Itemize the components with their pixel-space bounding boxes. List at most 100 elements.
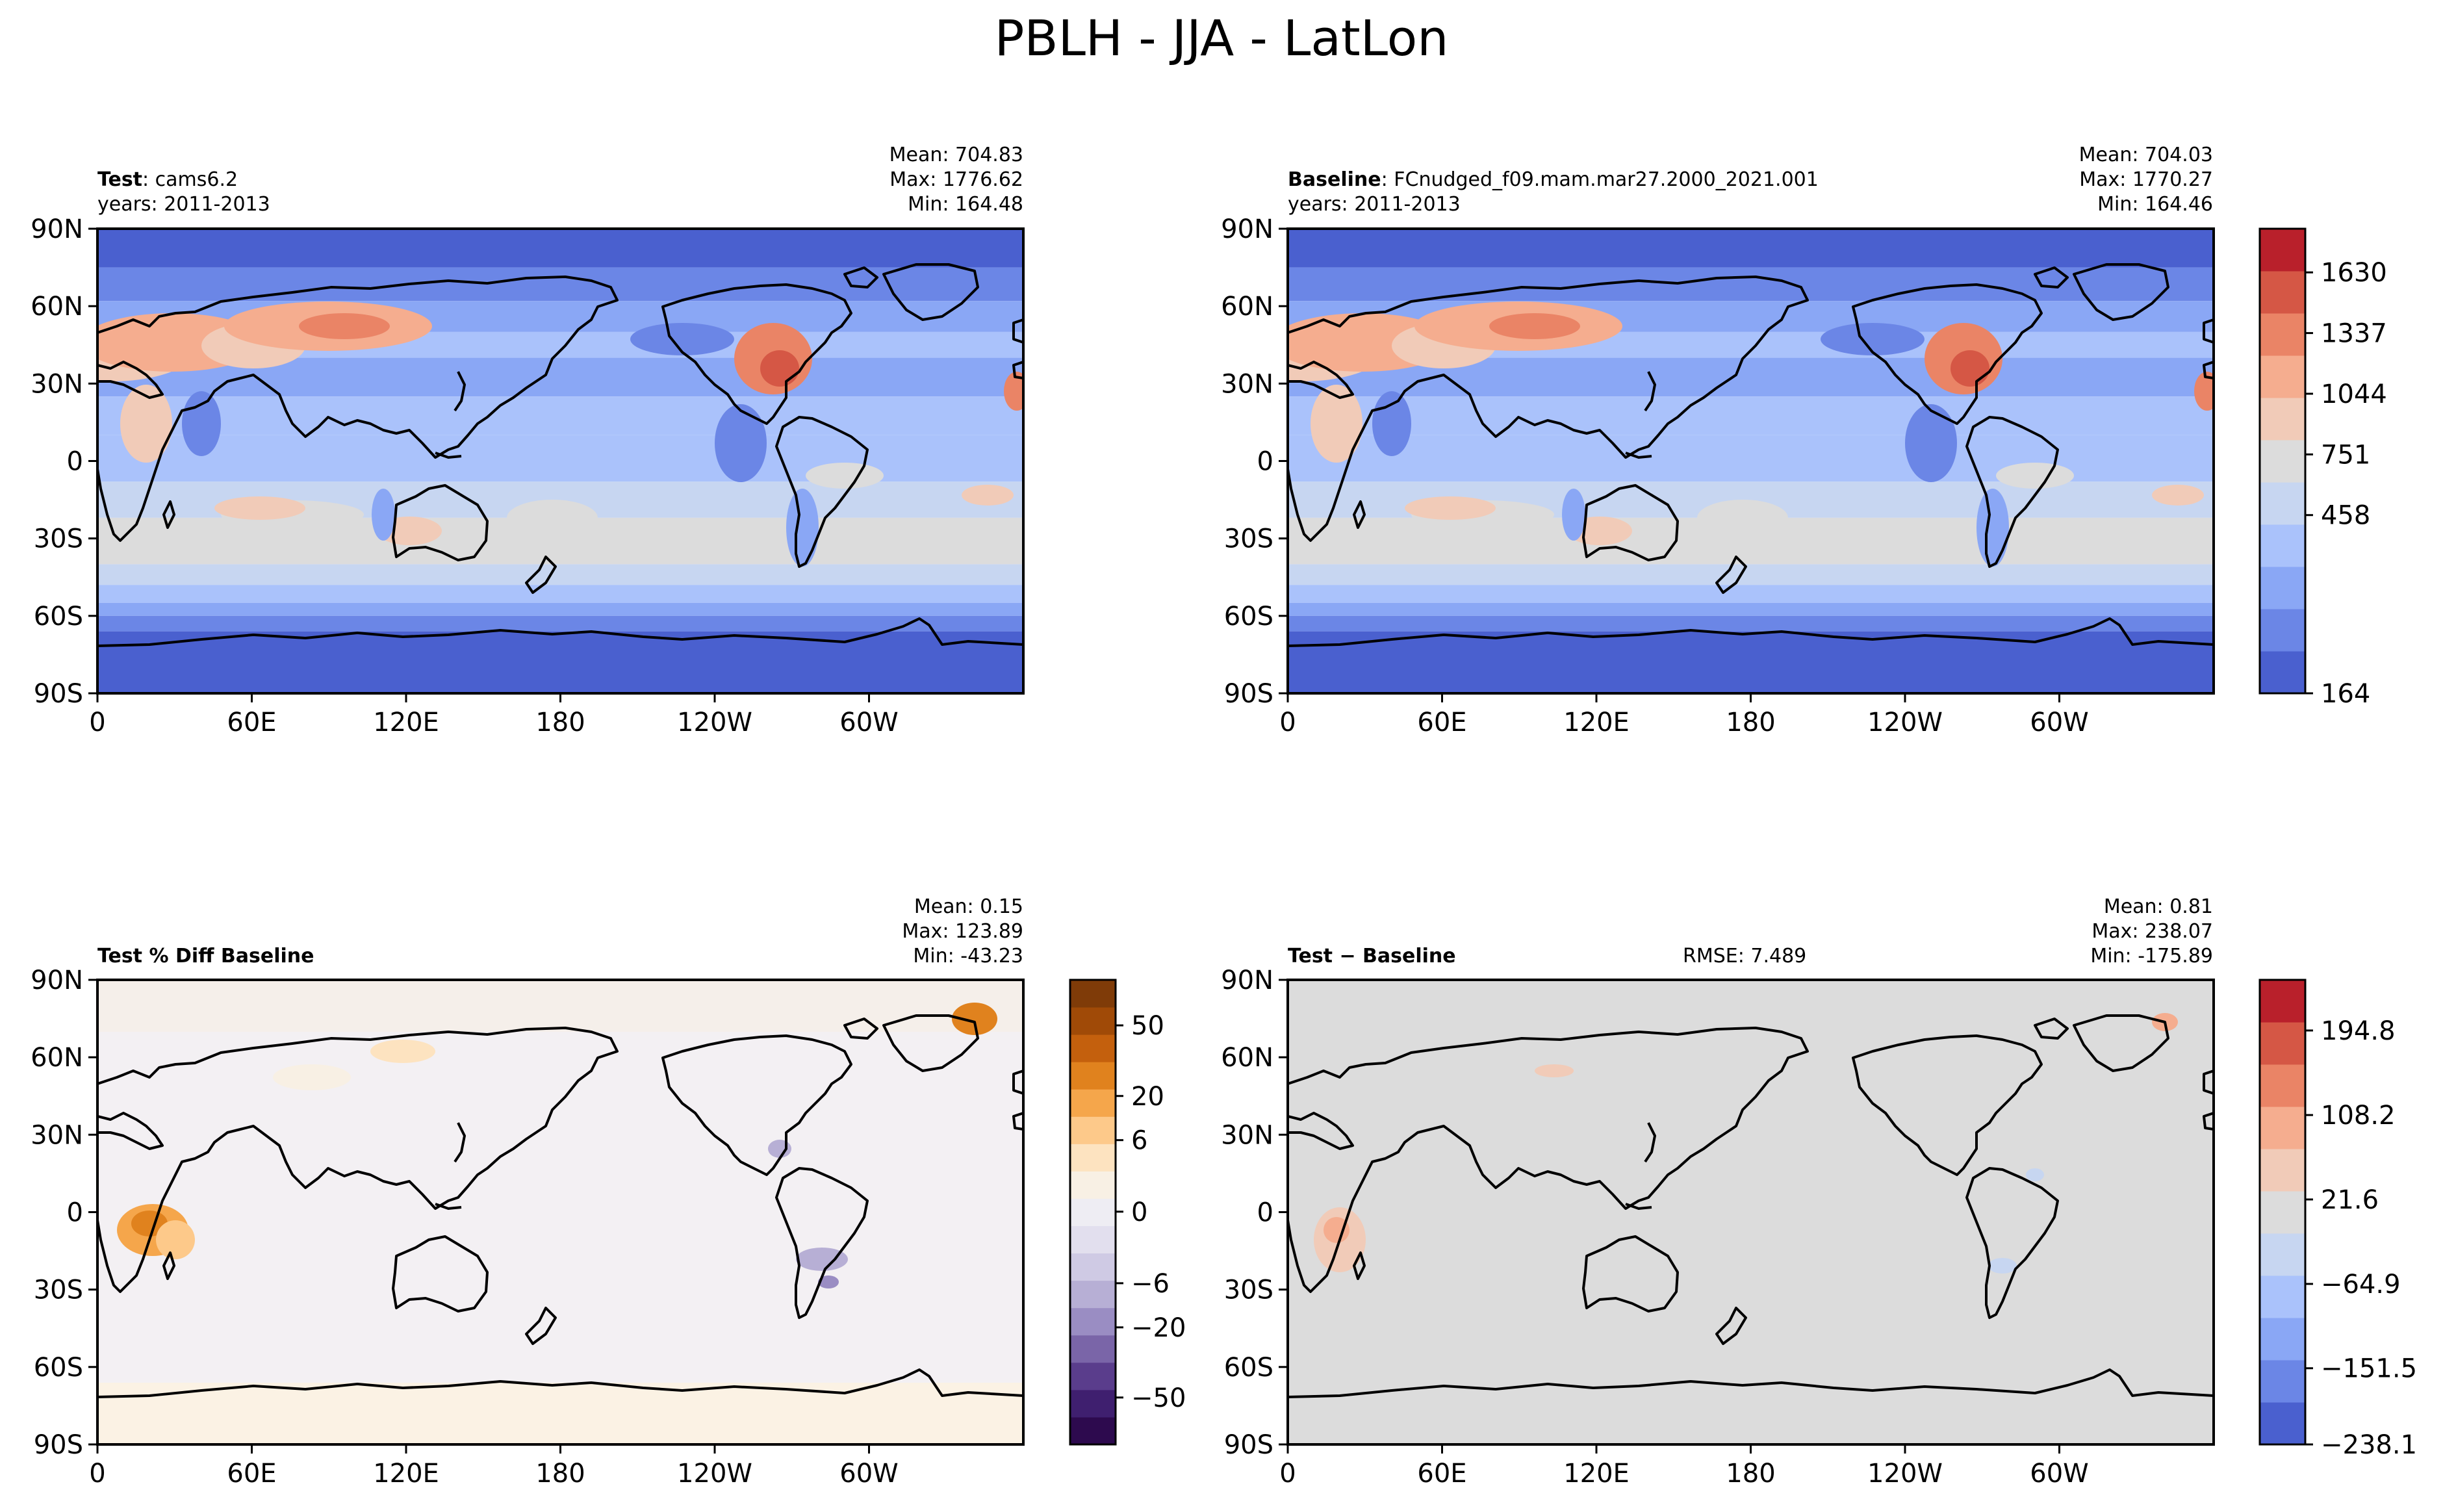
pct_diff-xtick-label: 180 [535,1459,585,1489]
pct_diff-ytick-label: 90N [31,966,83,995]
baseline-colorbar-tick-label: 164 [2321,679,2370,709]
diff-colorbar-tick-label: −238.1 [2321,1430,2417,1460]
diff-max: Max: 238.07 [2091,920,2213,943]
test-blob [507,500,598,536]
test-xtick-label: 0 [89,708,105,737]
diff-xtick-label: 180 [1726,1459,1775,1489]
pctdiff-min: Min: -43.23 [913,945,1023,967]
pctdiff-colorbar-tick-label: 0 [1131,1198,1147,1227]
pctdiff-colorbar-swatch [1070,1089,1116,1117]
test-xtick-label: 120E [373,708,439,737]
test-band [97,615,1023,632]
baseline-band [1288,585,2214,603]
test-blob [1004,372,1023,411]
diff-colorbar-swatch [2260,980,2305,1023]
test-band [97,396,1023,435]
baseline-colorbar-tick-label: 1630 [2321,258,2387,288]
baseline-ytick-label: 90S [1224,679,1273,709]
test-panel-years: years: 2011-2013 [97,193,270,216]
baseline-colorbar-frame [2258,227,2307,695]
pct_diff-blob [796,1248,848,1271]
baseline-colorbar-swatch [2260,229,2305,272]
baseline-colorbar-swatch [2260,482,2305,525]
test-band [97,602,1023,616]
test-blob [214,496,305,520]
test-xtick-label: 120W [677,708,752,737]
pctdiff-colorbar-swatch [1070,980,1116,1008]
test-xtick-label: 60E [227,708,276,737]
diff-colorbar-swatch [2260,1064,2305,1107]
pctdiff-colorbar-swatch [1070,1335,1116,1363]
test-min: Min: 164.48 [908,193,1023,216]
diff-panel-stats: Mean: 0.81 Max: 238.07 Min: -175.89 [2090,895,2213,969]
pctdiff-colorbar-tick-label: −6 [1131,1269,1170,1299]
diff-ytick-label: 0 [1257,1198,1273,1228]
test-band [97,564,1023,585]
diff-colorbar-swatch [2260,1191,2305,1234]
diff-colorbar-swatch [2260,1360,2305,1403]
pct_diff-blob [131,1211,168,1237]
pctdiff-colorbar-tick-label: −20 [1131,1313,1186,1343]
baseline-xtick-label: 0 [1279,708,1296,737]
baseline-colorbar-tick-label: 458 [2321,501,2370,531]
diff-xtick-label: 0 [1279,1459,1296,1489]
baseline-cold [1821,323,1925,355]
diff-xtick-label: 60E [1417,1459,1466,1489]
diff-colorbar-swatch [2260,1233,2305,1276]
diff-blob [2026,1168,2044,1181]
diff-ytick-label: 30S [1224,1275,1273,1305]
baseline-colorbar-tick-label: 751 [2321,440,2370,470]
test-blob [299,313,390,339]
pct_diff-blob [952,1003,997,1035]
diff-xtick-label: 120W [1867,1459,1943,1489]
baseline-blob [1697,500,1788,536]
baseline-min: Min: 164.46 [2097,193,2213,216]
baseline-blob [1489,313,1580,339]
pctdiff-colorbar-swatch [1070,1362,1116,1390]
pctdiff-colorbar-swatch [1070,1280,1116,1309]
test-cold [630,323,734,355]
pct_diff-field [97,980,1023,1444]
test-xtick-label: 180 [535,708,585,737]
baseline-cold [1562,489,1585,541]
pctdiff-colorbar-swatch [1070,1144,1116,1172]
baseline-blob [1405,496,1496,520]
test-ytick-label: 60S [34,602,83,632]
test-band [97,631,1023,693]
pctdiff-colorbar-swatch [1070,1307,1116,1336]
diff-colorbar-swatch [2260,1402,2305,1445]
baseline-ytick-label: 0 [1257,447,1273,477]
test-field [97,229,1023,693]
diff-ytick-label: 60N [1221,1043,1273,1073]
pct_diff-south [97,1383,1023,1444]
pctdiff-colorbar-swatch [1070,1116,1116,1144]
pctdiff-panel-label: Test % Diff Baseline [97,945,314,967]
baseline-band [1288,229,2214,268]
pctdiff-colorbar-swatch [1070,1062,1116,1090]
baseline-colorbar-swatch [2260,355,2305,398]
baseline-band [1288,435,2214,482]
diff-colorbar-swatch [2260,1022,2305,1065]
pctdiff-colorbar-swatch [1070,1171,1116,1199]
test-band [97,585,1023,603]
test-band [97,435,1023,482]
baseline-cold [1372,391,1411,456]
test-ytick-label: 30N [31,369,83,399]
test-ytick-label: 90N [31,214,83,244]
pctdiff-colorbar: 50 20 6 0 −6 −20 −50 [1069,979,1186,1446]
test-xtick-label: 60W [839,708,898,737]
diff-colorbar-swatch [2260,1149,2305,1192]
baseline-band [1288,631,2214,693]
diff-map: 0 60E 120E 180 120W 60W 90N 60N 30N 0 30S 60S 90S [1221,966,2215,1489]
test-cold [715,404,767,482]
baseline-colorbar-swatch [2260,651,2305,694]
diff-bg [1288,980,2214,1444]
baseline-xtick-label: 120E [1563,708,1630,737]
baseline-blob [1951,350,1989,387]
pct_diff-bg [97,980,1023,1444]
baseline-xtick-label: 60E [1417,708,1466,737]
pctdiff-colorbar-swatch [1070,1253,1116,1281]
test-ytick-label: 0 [67,447,83,477]
